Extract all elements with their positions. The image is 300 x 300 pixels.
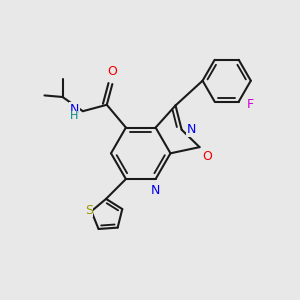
- Text: O: O: [202, 150, 212, 164]
- Text: N: N: [151, 184, 160, 197]
- Text: S: S: [85, 204, 93, 217]
- Text: N: N: [187, 123, 196, 136]
- Text: H: H: [69, 111, 78, 121]
- Text: N: N: [70, 103, 79, 116]
- Text: F: F: [247, 98, 254, 111]
- Text: O: O: [107, 65, 117, 78]
